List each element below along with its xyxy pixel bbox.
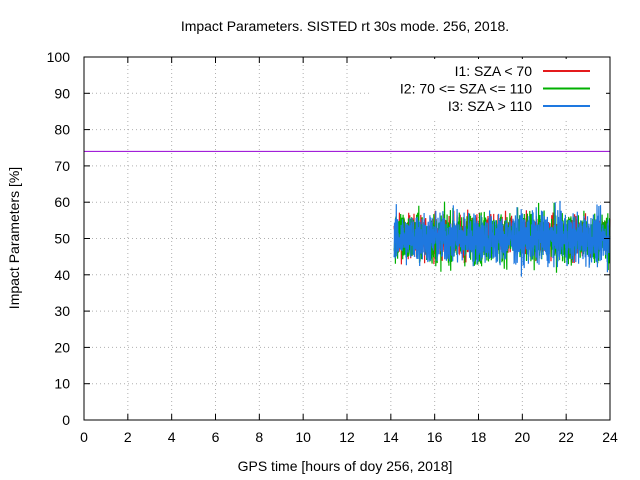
y-tick-label: 80	[54, 122, 70, 138]
y-tick-label: 50	[54, 231, 70, 247]
axes	[83, 56, 611, 421]
y-tick-label: 40	[54, 267, 70, 283]
x-tick-label: 6	[212, 429, 220, 445]
legend-label-1: I1: SZA < 70	[455, 63, 533, 79]
y-tick-label: 20	[54, 339, 70, 355]
x-tick-label: 20	[515, 429, 531, 445]
y-tick-label: 100	[47, 49, 71, 65]
x-tick-label: 12	[339, 429, 355, 445]
x-tick-label: 2	[124, 429, 132, 445]
x-tick-label: 14	[383, 429, 399, 445]
y-axis-label: Impact Parameters [%]	[6, 167, 22, 309]
y-tick-label: 70	[54, 158, 70, 174]
x-tick-label: 24	[602, 429, 618, 445]
legend-label-2: I2: 70 <= SZA <= 110	[400, 81, 532, 97]
x-tick-label: 8	[255, 429, 263, 445]
y-tick-label: 0	[62, 412, 70, 428]
y-tick-label: 90	[54, 85, 70, 101]
y-tick-label: 30	[54, 303, 70, 319]
x-axis-label: GPS time [hours of doy 256, 2018]	[238, 458, 453, 474]
x-tick-label: 0	[80, 429, 88, 445]
y-tick-label: 10	[54, 376, 70, 392]
tick-labels: 0 2 4 6 8 10 12 14 16 18 20 22 240102030405060708090…	[47, 49, 618, 445]
x-tick-label: 10	[295, 429, 311, 445]
series-line-3	[393, 200, 611, 277]
x-tick-label: 16	[427, 429, 443, 445]
y-tick-label: 60	[54, 194, 70, 210]
x-tick-label: 18	[471, 429, 487, 445]
legend-label-3: I3: SZA > 110	[448, 98, 532, 114]
x-tick-label: 22	[558, 429, 574, 445]
plot-area	[84, 150, 611, 277]
chart-title: Impact Parameters. SISTED rt 30s mode. 2…	[181, 18, 509, 34]
x-tick-label: 4	[168, 429, 176, 445]
